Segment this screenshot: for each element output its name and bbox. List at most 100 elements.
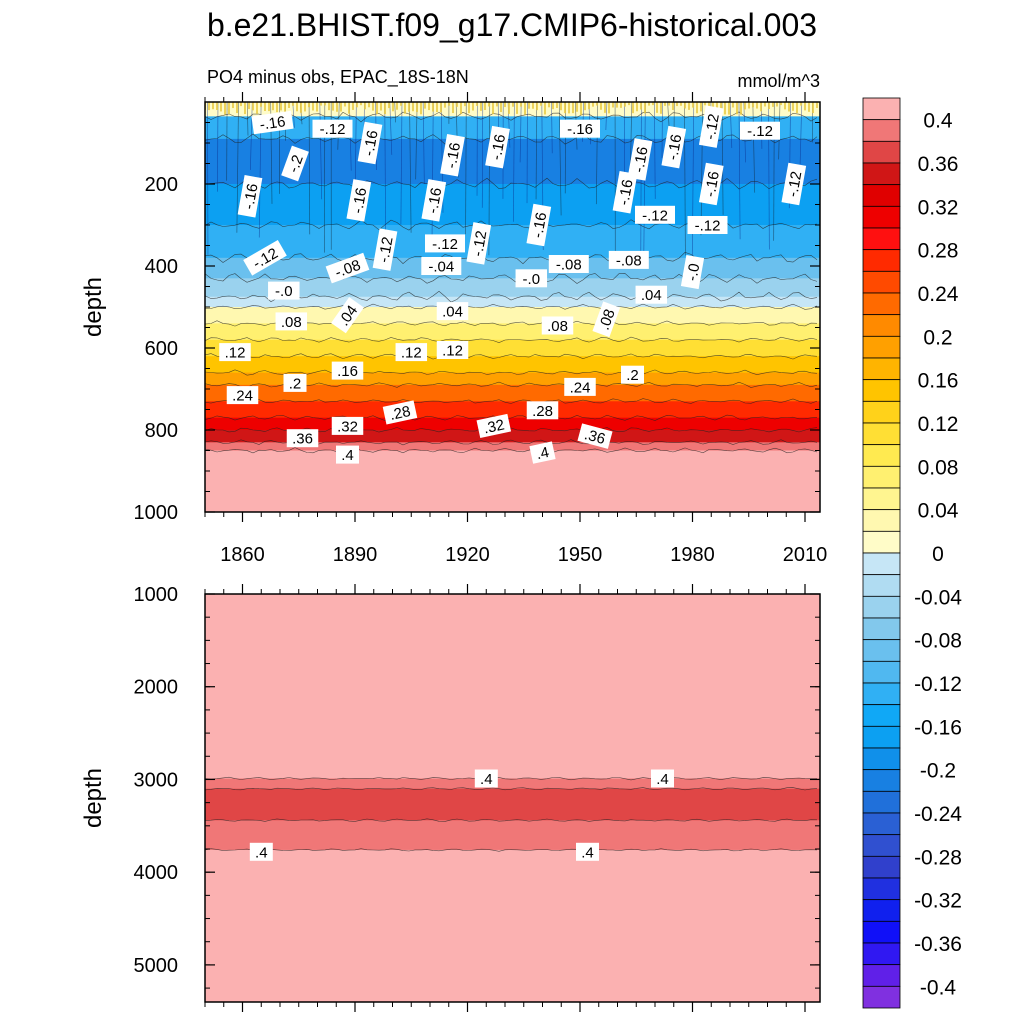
contour-label-text: .12 [225,345,246,362]
colorbar-box [862,487,901,511]
lower-contour-lines [205,776,818,852]
upper-band-3 [205,184,820,226]
upper-streak [308,102,311,235]
contour-label-box [331,297,364,334]
upper-contour-line-5 [205,252,818,265]
colorbar-box [862,552,901,576]
upper-streak [384,102,386,234]
upper-contour-label: -.16 [627,138,653,181]
colorbar-box [862,97,901,121]
contour-label-box [286,429,319,448]
upper-streak [319,102,323,200]
contour-label-text: .4 [255,844,268,861]
contour-label-box [612,170,638,214]
upper-streak [394,102,397,123]
colorbar-box [862,205,901,229]
contour-label-box [680,255,705,290]
upper-contour-line-10 [205,336,818,344]
upper-contour-line-7 [205,290,818,303]
contour-label-text: .12 [401,345,422,362]
upper-streak [409,102,412,233]
upper-band-5 [205,257,820,279]
upper-band-4 [205,225,820,259]
colorbar-box [862,920,901,944]
upper-contour-label: -.16 [346,179,372,222]
upper-band-11 [205,356,820,374]
colorbar-box [862,617,901,641]
upper-streak [236,102,239,233]
upper-streak [729,102,733,148]
upper-contour-label: -.12 [781,162,807,206]
upper-streak [422,102,425,184]
colorbar-box [862,509,901,532]
lower-plot-frame [204,593,821,1003]
colorbar-box [862,747,901,771]
colorbar-tick-label: 0.24 [918,283,959,306]
lower-y-tick-label: 2000 [134,677,179,699]
colorbar-box [862,877,901,901]
contour-label-box [529,441,556,464]
units-label: mmol/m^3 [738,71,820,91]
contour-label-text: -.16 [488,133,509,161]
contour-label-text: -.0 [684,262,704,282]
contour-label-box [485,125,510,169]
upper-contour-label: -.16 [237,175,263,218]
upper-contour-label: -.12 [687,216,728,235]
contour-label-text: .2 [289,375,302,392]
upper-streak [721,102,724,215]
contour-label-text: .4 [656,771,669,788]
colorbar-tick-label: -0.12 [914,673,962,696]
contour-label-text: .4 [480,771,493,788]
colorbar-box [862,270,901,294]
contour-label-box [421,179,447,222]
upper-contour-label: .4 [529,441,556,464]
upper-band-0 [205,102,820,117]
upper-contour-label: -.12 [312,119,353,138]
contour-label-text: -.12 [747,123,773,140]
colorbar-labels: 0.4 0.36 0.32 0.28 0.24 0.2 0.16 0.12 0.08 0.04 0 -… [914,110,962,1000]
colorbar-tick-label: 0.32 [918,196,959,219]
upper-contour-label: .28 [526,401,559,420]
lower-band-3 [205,820,820,851]
colorbar-box [862,227,901,251]
lower-band-2 [205,788,820,821]
colorbar-tick-label: -0.08 [914,630,962,653]
contour-label-box [476,413,512,438]
upper-streak [519,102,522,163]
x-tick-label: 2010 [783,544,828,566]
colorbar-box [862,704,901,727]
upper-contour-line-12 [205,369,818,376]
colorbar-box [862,639,901,662]
upper-contour-label: -.2 [281,145,309,182]
upper-streak [497,102,500,132]
contour-label-text: -.12 [320,121,346,138]
colorbar-box [862,855,901,879]
contour-label-text: -.16 [702,170,723,198]
upper-contour-label: -.16 [560,119,600,138]
contour-label-box [372,228,398,271]
colorbar-box [862,184,901,207]
contour-label-text: .04 [641,287,662,304]
upper-streak [535,102,538,200]
contour-label-box [357,121,383,165]
upper-contour-label: .36 [286,429,319,448]
colorbar-tick-label: 0.16 [918,370,959,393]
contour-label-text: -.16 [567,121,593,138]
colorbar-boxes [862,97,901,1009]
lower-contour-label: .4 [576,842,599,861]
lower-contour-line-3 [205,818,818,822]
colorbar-box [862,400,901,424]
contour-label-box [661,125,687,169]
contour-label-box [576,842,599,861]
colorbar-box [862,725,901,749]
contour-label-text: -.16 [349,186,370,214]
colorbar-box [862,162,901,186]
colorbar-tick-label: -0.24 [914,803,962,826]
contour-label-text: .12 [442,343,463,360]
contour-label-box [635,285,668,304]
contour-label-text: -.16 [615,178,636,206]
contour-label-box [635,205,675,224]
upper-contour-label: -.12 [372,228,398,271]
contour-label-text: .28 [532,403,553,420]
